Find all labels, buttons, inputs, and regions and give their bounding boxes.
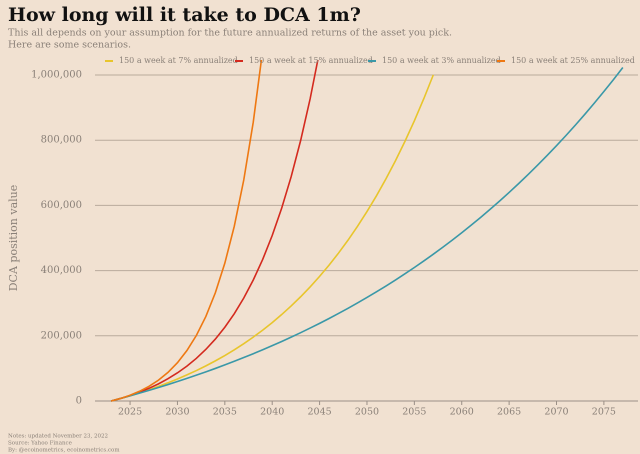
subtitle: Here are some scenarios.	[8, 40, 131, 51]
series-line	[110, 60, 263, 402]
series-line	[110, 60, 319, 402]
note: Notes: updated November 23, 2022	[8, 434, 108, 440]
x-tick-label: 2075	[592, 407, 616, 418]
plot-area	[110, 60, 624, 402]
chart-title: How long will it take to DCA 1m?	[8, 4, 361, 26]
x-tick-label: 2060	[450, 407, 474, 418]
y-tick-label: 400,000	[41, 265, 82, 276]
legend-label: 150 a week at 25% annualized	[511, 56, 635, 65]
y-tick-label: 200,000	[41, 330, 82, 341]
x-tick-label: 2055	[402, 407, 426, 418]
x-tick-label: 2025	[118, 407, 142, 418]
x-tick-label: 2050	[355, 407, 379, 418]
y-axis-label: DCA position value	[7, 185, 20, 292]
series-line	[110, 67, 624, 402]
y-tick-label: 600,000	[41, 200, 82, 211]
x-tick-label: 2070	[544, 407, 568, 418]
note: Source: Yahoo Finance	[8, 441, 72, 447]
x-tick-label: 2065	[497, 407, 521, 418]
x-tick-label: 2040	[260, 407, 284, 418]
y-tick-label: 800,000	[41, 135, 82, 146]
legend-label: 150 a week at 3% annualized	[382, 56, 501, 65]
y-tick-label: 1,000,000	[31, 70, 82, 81]
series-line	[110, 74, 435, 402]
x-tick-label: 2030	[165, 407, 189, 418]
y-tick-label: 0	[76, 396, 82, 407]
x-tick-label: 2045	[307, 407, 331, 418]
legend-label: 150 a week at 7% annualized	[119, 56, 238, 65]
x-tick-label: 2035	[213, 407, 237, 418]
note: By: @ecoinometrics, ecoinometrics.com	[8, 447, 120, 454]
subtitle: This all depends on your assumption for …	[8, 28, 452, 39]
legend-label: 150 a week at 15% annualized	[249, 56, 373, 65]
